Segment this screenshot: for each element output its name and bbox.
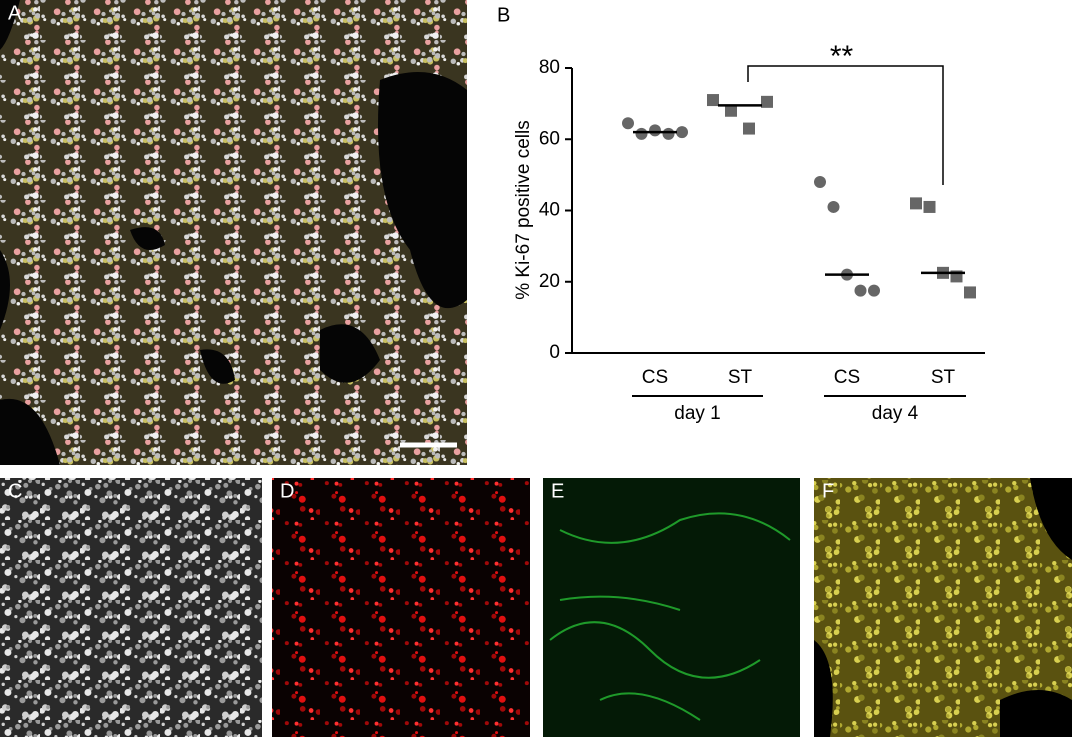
panel-label: F bbox=[822, 480, 834, 502]
panel-label: D bbox=[280, 480, 294, 502]
y-tick-label: 20 bbox=[539, 271, 560, 292]
point bbox=[964, 286, 976, 299]
point bbox=[923, 200, 936, 213]
point bbox=[814, 176, 826, 188]
group-label: day 4 bbox=[872, 403, 919, 424]
point bbox=[622, 117, 634, 130]
point bbox=[761, 95, 773, 108]
panel-label: A bbox=[8, 2, 22, 24]
point bbox=[649, 124, 661, 137]
x-tick-label: CS bbox=[834, 367, 860, 388]
point bbox=[827, 200, 840, 213]
point bbox=[662, 127, 675, 140]
panel-a-texture bbox=[0, 0, 467, 465]
point bbox=[743, 122, 755, 135]
point bbox=[635, 127, 648, 140]
panel-label: E bbox=[551, 480, 564, 502]
point bbox=[854, 284, 867, 297]
x-tick-label: ST bbox=[931, 367, 956, 388]
y-tick-label: 80 bbox=[539, 57, 560, 78]
y-tick-label: 0 bbox=[549, 342, 560, 363]
panel-a-voids bbox=[0, 0, 467, 465]
panel-c-texture bbox=[0, 478, 262, 737]
point bbox=[676, 126, 688, 139]
x-tick-label: CS bbox=[642, 367, 668, 388]
panel-d-texture bbox=[272, 478, 530, 737]
point bbox=[910, 197, 922, 210]
y-tick-label: 40 bbox=[539, 200, 560, 221]
y-tick-label: 60 bbox=[539, 128, 560, 149]
significance: ** bbox=[830, 40, 854, 73]
x-tick-label: ST bbox=[728, 367, 753, 388]
y-axis-label: % Ki-67 positive cells bbox=[513, 120, 534, 300]
point bbox=[868, 284, 880, 297]
panel-label: C bbox=[8, 480, 22, 502]
group-label: day 1 bbox=[674, 403, 720, 424]
panel-e-fibers bbox=[549, 512, 791, 721]
panel-f-voids bbox=[814, 478, 1072, 737]
significance-bracket bbox=[747, 65, 944, 185]
panel-label: B bbox=[497, 4, 510, 26]
point bbox=[707, 94, 719, 107]
point bbox=[725, 104, 737, 117]
